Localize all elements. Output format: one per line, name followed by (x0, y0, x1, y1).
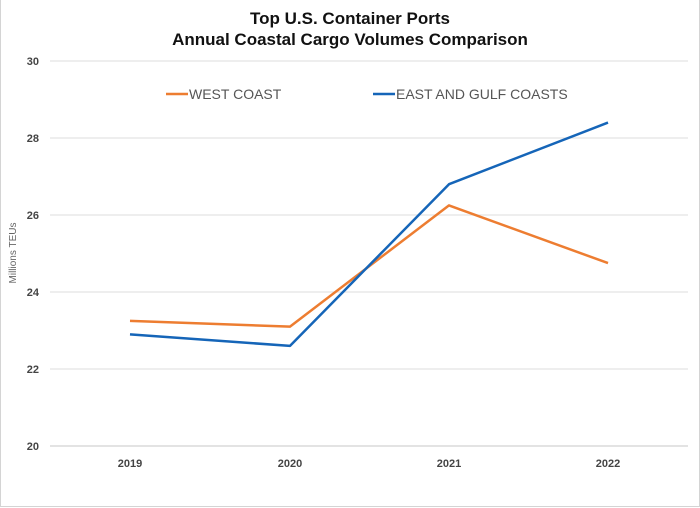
x-tick-label: 2021 (437, 458, 461, 470)
series-line-east-gulf-coasts (129, 121, 609, 348)
y-tick-label: 22 (27, 364, 39, 376)
y-tick-label: 30 (27, 56, 39, 68)
x-tick-label: 2020 (278, 458, 302, 470)
y-tick-label: 20 (27, 441, 39, 453)
gridlines (50, 60, 688, 447)
chart-title-block: Top U.S. Container Ports Annual Coastal … (0, 8, 700, 50)
y-tick-label: 28 (27, 133, 39, 145)
chart-subtitle: Annual Coastal Cargo Volumes Comparison (172, 30, 528, 49)
legend-item: EAST AND GULF COASTS (373, 86, 568, 102)
legend-label: EAST AND GULF COASTS (396, 86, 568, 102)
x-tick-label: 2019 (118, 458, 142, 470)
y-axis-ticks: 20 22 24 26 28 30 (27, 56, 40, 453)
chart-title: Top U.S. Container Ports (250, 9, 450, 28)
series-lines (129, 121, 609, 348)
legend-item: WEST COAST (166, 86, 282, 102)
y-tick-label: 24 (27, 287, 40, 299)
y-tick-label: 26 (27, 210, 39, 222)
y-axis-label: Millions TEUs (8, 223, 19, 284)
legend-label: WEST COAST (189, 86, 282, 102)
x-axis-ticks: 2019 2020 2021 2022 (118, 458, 620, 470)
legend: WEST COAST EAST AND GULF COASTS (166, 86, 568, 102)
x-tick-label: 2022 (596, 458, 620, 470)
